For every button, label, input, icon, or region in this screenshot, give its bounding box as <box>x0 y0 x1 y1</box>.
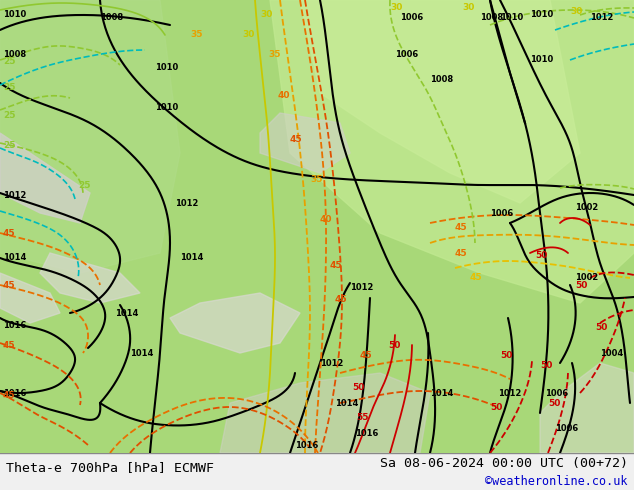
Text: 50: 50 <box>540 361 552 369</box>
Polygon shape <box>270 0 634 303</box>
Text: 1012: 1012 <box>350 284 373 293</box>
Text: 25: 25 <box>3 83 15 93</box>
Text: 45: 45 <box>3 391 16 399</box>
Text: 1014: 1014 <box>430 389 453 397</box>
Text: 1010: 1010 <box>500 14 523 23</box>
Text: 55: 55 <box>356 414 368 422</box>
Text: 1014: 1014 <box>335 398 358 408</box>
Text: 45: 45 <box>360 350 373 360</box>
Text: 1008: 1008 <box>3 50 26 59</box>
Text: 45: 45 <box>330 261 342 270</box>
Polygon shape <box>300 0 580 203</box>
Text: 30: 30 <box>462 3 474 13</box>
Polygon shape <box>540 363 634 453</box>
Text: 1006: 1006 <box>555 423 578 433</box>
Text: 25: 25 <box>3 141 15 149</box>
Text: 45: 45 <box>3 341 16 349</box>
Text: 1002: 1002 <box>575 273 598 283</box>
Text: Theta-e 700hPa [hPa] ECMWF: Theta-e 700hPa [hPa] ECMWF <box>6 461 214 473</box>
Text: 25: 25 <box>78 180 91 190</box>
Text: 40: 40 <box>278 91 290 99</box>
Text: 50: 50 <box>388 341 401 349</box>
Text: 45: 45 <box>455 223 468 232</box>
Text: 1012: 1012 <box>3 191 27 199</box>
Polygon shape <box>0 273 60 323</box>
Text: 1014: 1014 <box>130 348 153 358</box>
Text: 50: 50 <box>595 323 607 333</box>
Polygon shape <box>0 133 90 223</box>
Text: 1006: 1006 <box>490 209 514 218</box>
Text: 45: 45 <box>290 136 302 145</box>
Text: 50: 50 <box>535 250 547 260</box>
Text: 1014: 1014 <box>3 253 27 263</box>
Text: 1010: 1010 <box>530 10 553 20</box>
Text: 35: 35 <box>190 30 202 40</box>
Polygon shape <box>220 373 430 453</box>
Text: 1012: 1012 <box>175 198 198 207</box>
Text: 1012: 1012 <box>590 14 613 23</box>
Text: 1016: 1016 <box>295 441 318 449</box>
Text: 1006: 1006 <box>545 389 568 397</box>
Text: 1006: 1006 <box>400 14 424 23</box>
Text: 45: 45 <box>335 295 347 304</box>
Text: ©weatheronline.co.uk: ©weatheronline.co.uk <box>485 475 628 489</box>
Text: 1008: 1008 <box>480 14 503 23</box>
Text: 1004: 1004 <box>600 348 623 358</box>
Text: 50: 50 <box>500 350 512 360</box>
Polygon shape <box>0 0 180 273</box>
Text: 30: 30 <box>390 3 403 13</box>
Text: 1010: 1010 <box>155 103 178 113</box>
Text: 50: 50 <box>575 280 587 290</box>
Text: 1008: 1008 <box>430 75 453 84</box>
Polygon shape <box>40 253 140 303</box>
Text: 45: 45 <box>470 273 482 283</box>
Text: 30: 30 <box>570 7 583 17</box>
Text: 1016: 1016 <box>355 428 378 438</box>
Text: Sa 08-06-2024 00:00 UTC (00+72): Sa 08-06-2024 00:00 UTC (00+72) <box>380 457 628 470</box>
Text: 1008: 1008 <box>100 14 123 23</box>
Text: 45: 45 <box>3 228 16 238</box>
Text: 45: 45 <box>455 248 468 258</box>
Text: 45: 45 <box>3 280 16 290</box>
Text: 25: 25 <box>3 111 15 120</box>
Text: 35: 35 <box>268 50 280 59</box>
Text: 1010: 1010 <box>3 10 26 20</box>
Text: 1006: 1006 <box>395 50 418 59</box>
Polygon shape <box>260 113 350 173</box>
Polygon shape <box>170 293 300 353</box>
Text: 30: 30 <box>242 30 254 40</box>
Text: 50: 50 <box>352 384 365 392</box>
Text: 1016: 1016 <box>3 389 27 397</box>
Text: 1016: 1016 <box>3 320 27 329</box>
Text: 50: 50 <box>490 403 502 413</box>
Text: 35: 35 <box>310 175 323 185</box>
Text: 50: 50 <box>548 398 560 408</box>
Text: 1010: 1010 <box>530 55 553 65</box>
Text: 1010: 1010 <box>155 64 178 73</box>
Text: 1002: 1002 <box>575 203 598 213</box>
Text: 1012: 1012 <box>498 389 521 397</box>
Text: 1012: 1012 <box>320 359 344 368</box>
Text: 1014: 1014 <box>115 309 138 318</box>
Text: 1014: 1014 <box>180 253 204 263</box>
Text: 40: 40 <box>320 216 332 224</box>
Text: 25: 25 <box>3 57 15 67</box>
Text: 30: 30 <box>260 10 273 20</box>
